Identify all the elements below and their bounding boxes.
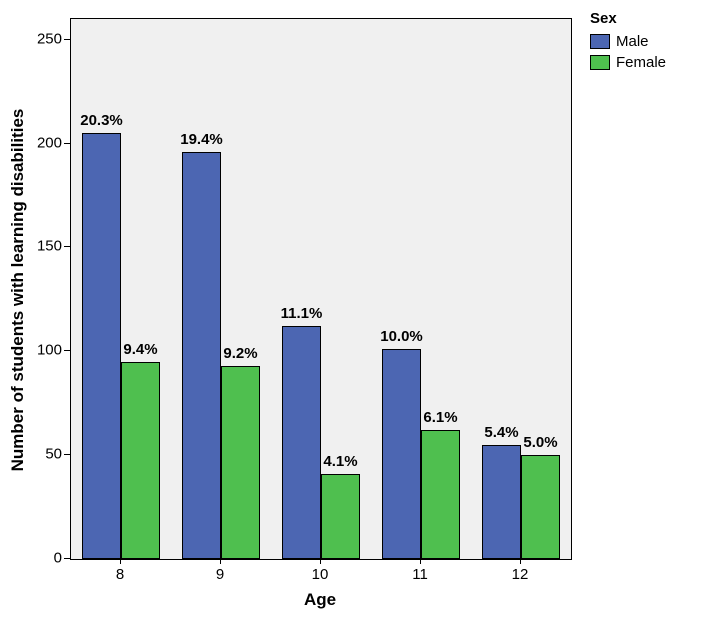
bar-male — [82, 133, 121, 559]
bar-value-label: 10.0% — [380, 328, 423, 345]
bar-male — [382, 349, 421, 559]
y-tick-label: 250 — [37, 30, 62, 47]
y-tick-label: 100 — [37, 342, 62, 359]
x-tick-label: 11 — [412, 566, 428, 583]
x-tick-label: 12 — [512, 566, 529, 583]
bar-female — [321, 474, 360, 559]
bar-female — [421, 430, 460, 559]
legend-item: Male — [590, 33, 666, 50]
plot-area: 20.3% 9.4% 19.4% 9.2% 11.1% 4.1% 10.0% 6.1% 5.4%… — [70, 18, 572, 560]
x-tick-mark — [520, 558, 521, 564]
y-tick-mark — [64, 143, 70, 144]
x-tick-mark — [220, 558, 221, 564]
bar-female — [121, 362, 160, 559]
y-tick-mark — [64, 39, 70, 40]
y-tick-label: 150 — [37, 238, 62, 255]
legend-swatch — [590, 34, 610, 49]
legend-label: Female — [616, 54, 666, 71]
bar-value-label: 20.3% — [80, 112, 123, 129]
bar-value-label: 4.1% — [323, 453, 357, 470]
legend: Sex Male Female — [590, 10, 666, 75]
x-tick-mark — [120, 558, 121, 564]
bar-value-label: 19.4% — [180, 131, 223, 148]
legend-item: Female — [590, 54, 666, 71]
bar-value-label: 9.4% — [123, 341, 157, 358]
bar-value-label: 11.1% — [281, 305, 323, 322]
y-tick-mark — [64, 454, 70, 455]
bar-value-label: 6.1% — [423, 409, 457, 426]
x-tick-mark — [320, 558, 321, 564]
x-tick-label: 9 — [216, 566, 224, 583]
legend-swatch — [590, 55, 610, 70]
bar-male — [282, 326, 321, 559]
bar-female — [521, 455, 560, 559]
legend-label: Male — [616, 33, 649, 50]
legend-title: Sex — [590, 10, 666, 27]
y-tick-label: 0 — [54, 550, 62, 567]
bar-value-label: 5.4% — [484, 424, 518, 441]
bar-male — [182, 152, 221, 559]
x-tick-label: 8 — [116, 566, 124, 583]
y-tick-mark — [64, 246, 70, 247]
x-tick-label: 10 — [312, 566, 329, 583]
bar-value-label: 9.2% — [223, 345, 257, 362]
chart-container: 20.3% 9.4% 19.4% 9.2% 11.1% 4.1% 10.0% 6.1% 5.4%… — [0, 0, 704, 634]
bar-female — [221, 366, 260, 559]
x-axis-ticks: 8 9 10 11 12 — [70, 558, 570, 588]
y-tick-mark — [64, 350, 70, 351]
y-tick-label: 200 — [37, 134, 62, 151]
y-axis-label: Number of students with learning disabil… — [8, 109, 28, 472]
bar-value-label: 5.0% — [523, 434, 557, 451]
x-tick-mark — [420, 558, 421, 564]
x-axis-label: Age — [70, 590, 570, 610]
bar-male — [482, 445, 521, 559]
y-tick-label: 50 — [45, 446, 62, 463]
